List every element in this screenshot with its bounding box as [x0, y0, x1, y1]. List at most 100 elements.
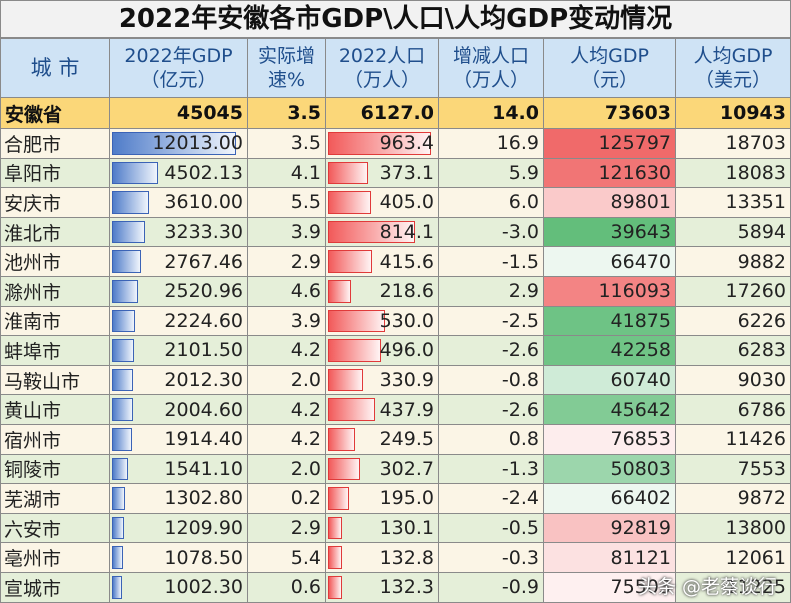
pop-value: 218.6 [379, 280, 434, 303]
pop-data-bar [328, 161, 368, 185]
gdp-data-bar [112, 457, 128, 481]
pop-data-bar [328, 220, 416, 244]
pop-change-cell: -2.5 [438, 305, 544, 337]
province-pcgdp-usd: 10943 [675, 97, 791, 129]
pcgdp-yuan-cell: 41875 [543, 305, 676, 337]
growth-cell: 0.6 [247, 571, 326, 603]
pop-value: 496.0 [379, 339, 434, 362]
province-pop: 6127.0 [325, 97, 439, 129]
pop-value: 405.0 [379, 191, 434, 214]
gdp-cell: 1002.30 [109, 571, 248, 603]
growth-cell: 2.0 [247, 453, 326, 485]
pcgdp-yuan-cell: 50803 [543, 453, 676, 485]
growth-cell: 2.9 [247, 512, 326, 544]
growth-cell: 0.2 [247, 483, 326, 514]
gdp-data-bar [112, 132, 236, 155]
gdp-data-bar [112, 161, 159, 185]
table-row: 芜湖市 1302.80 0.2 195.0 -2.4 66402 9872 [0, 483, 791, 514]
city-name: 六安市 [0, 512, 110, 544]
pop-cell: 132.3 [325, 571, 439, 603]
pop-data-bar [328, 368, 364, 392]
gdp-value: 2767.46 [164, 250, 243, 273]
pop-change-cell: -0.9 [438, 571, 544, 603]
pcgdp-usd-cell: 9030 [675, 364, 791, 396]
table-row: 池州市 2767.46 2.9 415.6 -1.5 66470 9882 [0, 246, 791, 277]
city-name: 安庆市 [0, 187, 110, 218]
growth-cell: 2.9 [247, 246, 326, 277]
pop-data-bar [328, 339, 382, 362]
gdp-value: 3610.00 [164, 191, 243, 214]
gdp-value: 12013.00 [152, 132, 243, 155]
table-row: 淮南市 2224.60 3.9 530.0 -2.5 41875 6226 [0, 305, 791, 337]
gdp-cell: 3610.00 [109, 187, 248, 218]
province-pcgdp-yuan: 73603 [543, 97, 676, 129]
header-pcgdp-yuan-line2: （元） [580, 69, 638, 91]
gdp-data-bar [112, 398, 133, 421]
header-growth: 实际增 速% [247, 38, 326, 98]
pop-cell: 814.1 [325, 216, 439, 248]
pop-change-cell: -0.8 [438, 364, 544, 396]
gdp-cell: 2520.96 [109, 275, 248, 307]
city-name: 铜陵市 [0, 453, 110, 485]
pop-change-cell: 5.9 [438, 157, 544, 189]
growth-cell: 4.6 [247, 275, 326, 307]
growth-cell: 3.5 [247, 128, 326, 159]
pop-cell: 530.0 [325, 305, 439, 337]
pcgdp-usd-cell: 11426 [675, 423, 791, 455]
city-name: 淮北市 [0, 216, 110, 248]
gdp-cell: 3233.30 [109, 216, 248, 248]
pcgdp-usd-cell: 5894 [675, 216, 791, 248]
table-row: 合肥市 12013.00 3.5 963.4 16.9 125797 18703 [0, 128, 791, 159]
gdp-value: 2101.50 [164, 339, 243, 362]
pop-value: 130.1 [379, 517, 434, 540]
city-name: 淮南市 [0, 305, 110, 337]
pop-cell: 373.1 [325, 157, 439, 189]
pop-change-cell: -2.6 [438, 394, 544, 425]
pcgdp-usd-cell: 17260 [675, 275, 791, 307]
growth-cell: 2.0 [247, 364, 326, 396]
pop-value: 132.8 [379, 546, 434, 569]
gdp-cell: 1914.40 [109, 423, 248, 455]
pop-change-cell: -1.3 [438, 453, 544, 485]
gdp-data-bar [112, 279, 139, 303]
gdp-data-bar [112, 220, 146, 244]
province-name: 安徽省 [0, 97, 110, 129]
pop-cell: 437.9 [325, 394, 439, 425]
data-table: 城 市 2022年GDP （亿元） 实际增 速% 2022人口 （万人） 增减人口 （万… [0, 38, 791, 603]
pop-cell: 415.6 [325, 246, 439, 277]
pop-cell: 218.6 [325, 275, 439, 307]
pop-cell: 963.4 [325, 128, 439, 159]
gdp-cell: 12013.00 [109, 128, 248, 159]
growth-cell: 3.9 [247, 305, 326, 337]
pop-cell: 249.5 [325, 423, 439, 455]
gdp-data-bar [112, 487, 126, 510]
pop-value: 963.4 [379, 132, 434, 155]
pcgdp-yuan-cell: 116093 [543, 275, 676, 307]
pop-data-bar [328, 250, 373, 273]
city-name: 黄山市 [0, 394, 110, 425]
pcgdp-yuan-cell: 60740 [543, 364, 676, 396]
pcgdp-usd-cell: 18703 [675, 128, 791, 159]
pop-data-bar [328, 132, 431, 155]
gdp-cell: 2767.46 [109, 246, 248, 277]
gdp-value: 2224.60 [164, 309, 243, 332]
header-growth-line2: 速% [267, 69, 306, 91]
city-name: 池州市 [0, 246, 110, 277]
pop-value: 437.9 [379, 398, 434, 421]
province-growth: 3.5 [247, 97, 326, 129]
pop-value: 132.3 [379, 576, 434, 599]
pop-value: 814.1 [379, 221, 434, 244]
city-name: 宿州市 [0, 423, 110, 455]
province-gdp: 45045 [109, 97, 248, 129]
growth-cell: 4.1 [247, 157, 326, 189]
pcgdp-usd-cell: 9872 [675, 483, 791, 514]
pcgdp-yuan-cell: 81121 [543, 542, 676, 573]
pop-change-cell: -0.3 [438, 542, 544, 573]
pcgdp-usd-cell: 6226 [675, 305, 791, 337]
gdp-value: 2012.30 [164, 369, 243, 392]
header-growth-line1: 实际增 [257, 45, 315, 67]
pop-cell: 496.0 [325, 335, 439, 366]
pop-data-bar [328, 575, 343, 599]
province-pop-change: 14.0 [438, 97, 544, 129]
pop-change-cell: 6.0 [438, 187, 544, 218]
